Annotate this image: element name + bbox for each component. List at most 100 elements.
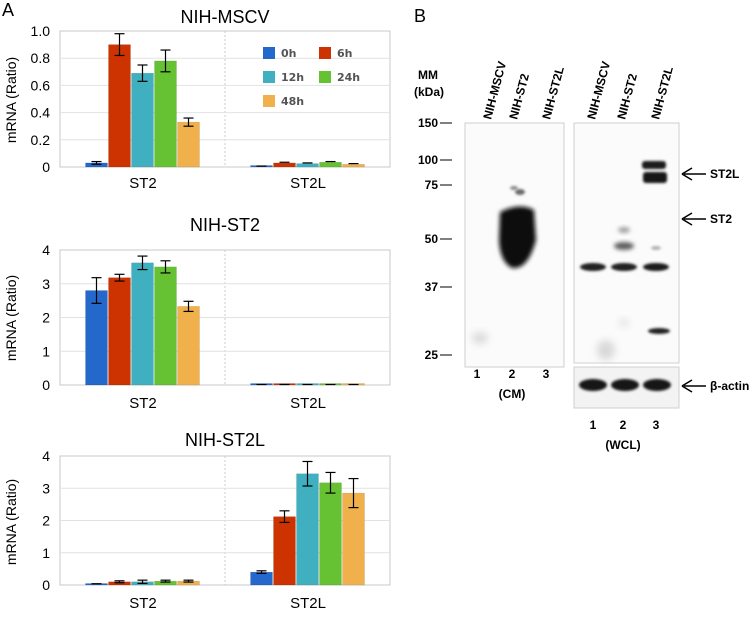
x-tick-label-st2: ST2: [129, 175, 157, 192]
mm-header: MM: [418, 68, 438, 82]
y-tick-label: 4: [42, 242, 50, 258]
wcl-smear: [597, 340, 615, 360]
lane-number: 1: [590, 418, 597, 432]
arrow-head: [681, 379, 693, 393]
y-tick-label: 0: [42, 377, 50, 393]
bar-48h-st2: [177, 306, 200, 386]
arrow-st2l: ST2L: [681, 167, 739, 181]
y-tick-label: 0.4: [31, 105, 51, 121]
y-tick-label: 2: [42, 513, 50, 529]
bar-0h-st2: [85, 290, 108, 386]
bar-24h-st2: [154, 60, 177, 168]
bar-0h-st2l: [250, 571, 273, 586]
y-ticks: 0 1 2 3 4: [42, 242, 50, 393]
bar-6h-st2: [108, 44, 131, 168]
wcl-band-faint: [651, 246, 661, 250]
panel-a-label: A: [2, 0, 14, 20]
lane-number: 3: [653, 418, 660, 432]
mw-marker: 50: [425, 232, 439, 246]
arrow-actin: β-actin: [681, 379, 749, 393]
bar-24h-st2l: [319, 482, 342, 586]
legend-label: 12h: [281, 71, 304, 84]
y-tick-label: 0.8: [31, 50, 51, 66]
arrow-label: ST2: [710, 212, 732, 226]
cm-band-faint: [515, 189, 525, 195]
bar-24h-st2l: [319, 161, 342, 168]
y-axis-label: mRNA (Ratio): [3, 479, 19, 565]
arrow-label: ST2L: [710, 167, 739, 181]
chart-title: NIH-MSCV: [181, 7, 270, 27]
wcl-band-st2l: [643, 172, 667, 183]
lane-label-wcl: NIH-ST2L: [648, 65, 675, 121]
plot-area: 0 1 2 3 4: [42, 448, 391, 593]
y-tick-label: 0.6: [31, 77, 51, 93]
cm-band-st2: [499, 206, 536, 269]
y-tick-label: 1: [42, 343, 50, 359]
actin-band: [611, 379, 639, 391]
lane-label-wcl: NIH-MSCV: [584, 60, 613, 121]
chart-nih-st2: NIH-ST2 mRNA (Ratio) 0 1 2 3 4 ST2 ST2L: [3, 215, 391, 412]
wcl-smear: [619, 319, 629, 327]
legend-swatch-6h: [319, 47, 331, 59]
y-axis-label: mRNA (Ratio): [3, 57, 19, 143]
x-tick-label-st2l: ST2L: [290, 175, 326, 192]
legend-swatch-0h: [263, 47, 275, 59]
bar-24h-st2: [154, 266, 177, 386]
bar-48h-st2l: [342, 164, 365, 168]
mm-unit: (kDa): [414, 85, 444, 99]
y-ticks: 0 1 2 3 4: [42, 448, 50, 593]
y-tick-label: 1: [42, 545, 50, 561]
x-tick-label-st2l: ST2L: [290, 395, 326, 412]
wcl-band-lower: [648, 328, 670, 334]
bar-6h-st2: [108, 277, 131, 386]
mw-marker: 100: [418, 153, 438, 167]
legend-swatch-48h: [263, 95, 275, 107]
arrow-head: [681, 167, 693, 181]
bars: [85, 33, 365, 168]
legend-label: 6h: [337, 47, 353, 60]
mw-marker: 150: [418, 116, 438, 130]
y-tick-label: 1.0: [31, 23, 51, 39]
x-tick-label-st2l: ST2L: [290, 595, 326, 612]
legend-label: 0h: [281, 47, 297, 60]
lane-label-wcl: NIH-ST2: [614, 72, 640, 121]
cm-band-faint: [510, 186, 518, 190]
actin-band: [579, 379, 607, 391]
legend-swatch-12h: [263, 71, 275, 83]
cm-blot: [464, 122, 565, 368]
lane-number: 3: [543, 367, 550, 381]
y-tick-label: 3: [42, 480, 50, 496]
wcl-blot: [573, 122, 680, 364]
panel-b-label: B: [414, 6, 426, 26]
actin-blot: [573, 366, 680, 409]
wcl-label: (WCL): [605, 438, 640, 452]
bar-6h-st2l: [273, 516, 296, 586]
y-tick-label: 0: [42, 159, 50, 175]
y-ticks: 0 0.2 0.4 0.6 0.8 1.0: [31, 23, 51, 175]
lane-number: 2: [620, 418, 627, 432]
x-tick-label-st2: ST2: [129, 395, 157, 412]
western-blot-panel: MM (kDa) NIH-MSCV NIH-ST2 NIH-ST2L NIH-M…: [414, 60, 749, 452]
y-axis-label: mRNA (Ratio): [3, 275, 19, 361]
plot-area: 0 1 2 3 4: [42, 242, 391, 393]
y-tick-label: 2: [42, 310, 50, 326]
bar-12h-st2l: [296, 163, 319, 168]
legend-swatch-24h: [319, 71, 331, 83]
y-tick-label: 0: [42, 577, 50, 593]
bar-6h-st2l: [273, 162, 296, 168]
legend: 0h 6h 12h 24h 48h: [263, 47, 360, 108]
plot-area: 0 0.2 0.4 0.6 0.8 1.0: [31, 23, 391, 175]
x-tick-label-st2: ST2: [129, 595, 157, 612]
arrow-st2: ST2: [681, 212, 732, 226]
wcl-band-faint: [618, 227, 630, 233]
chart-nih-mscv: NIH-MSCV mRNA (Ratio) 0 0.2 0.4 0.6 0.8 …: [3, 7, 391, 192]
wcl-band-st2l-top: [642, 161, 666, 169]
y-tick-label: 0.2: [31, 132, 51, 148]
bar-48h-st2: [177, 121, 200, 168]
mw-marker: 37: [425, 280, 439, 294]
bars: [85, 460, 365, 586]
arrow-label: β-actin: [710, 379, 749, 393]
wcl-band-nonspecific: [643, 263, 669, 271]
wcl-band-nonspecific: [611, 263, 637, 271]
